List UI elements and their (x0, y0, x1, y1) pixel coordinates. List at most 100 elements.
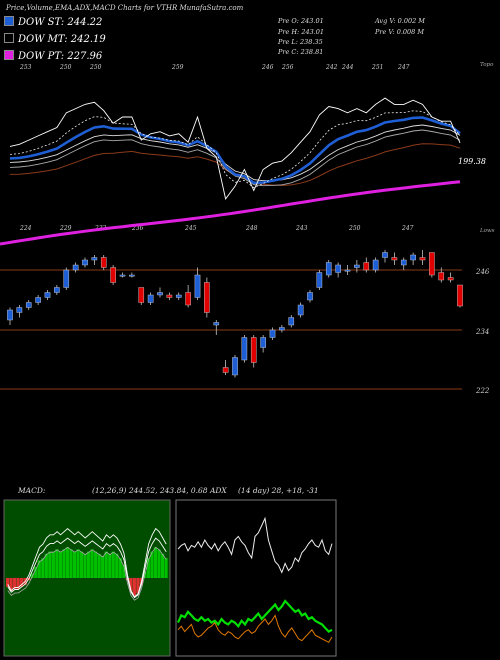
macd-bar (6, 578, 10, 587)
ema-x-label: 247 (397, 64, 410, 71)
candle-body (382, 252, 388, 258)
ema-line-brown (9, 143, 461, 187)
ema-bottom-label: 245 (184, 225, 197, 232)
candle-body (250, 337, 257, 363)
candle-body (166, 294, 173, 298)
candle-body (391, 257, 398, 261)
ema-x-label: 242 (325, 64, 338, 71)
macd-bar (83, 553, 87, 578)
macd-bar (94, 551, 98, 578)
adx-line-orange (177, 614, 333, 644)
macd-bar (65, 547, 70, 578)
candle-body (204, 282, 210, 313)
macd-bar (55, 549, 59, 578)
candle-body (325, 262, 332, 276)
ema-x-label: 251 (371, 64, 383, 71)
price-tick-234: 234 (475, 328, 489, 336)
candle-body (344, 269, 351, 272)
candle-body (222, 367, 229, 373)
candle-body (91, 257, 98, 261)
candle-body (119, 274, 126, 277)
candle-body (363, 262, 370, 271)
ema-bottom-label: 236 (131, 225, 144, 232)
macd-bar (132, 578, 136, 596)
ema-bottom-label: 224 (19, 225, 32, 232)
macd-bar (76, 549, 80, 578)
macd-bar (150, 551, 154, 578)
macd-line (7, 527, 167, 598)
candle-body (447, 277, 454, 281)
macd-signal-line (7, 537, 167, 599)
candle-body (25, 302, 32, 308)
candle-body (147, 294, 154, 303)
macd-bar (79, 551, 84, 578)
stat-pre-volume: Pre V: 0.008 M (375, 28, 425, 36)
candle-panel: 246 234 222 (0, 250, 490, 395)
adx-line-green (177, 599, 333, 633)
ema-x-label: 256 (281, 64, 294, 71)
macd-bar (37, 560, 41, 578)
macd-label: MACD: (17, 486, 46, 495)
candle-body (457, 284, 463, 307)
candle-body (241, 337, 248, 361)
candle-body (438, 272, 445, 281)
macd-bar (48, 551, 52, 578)
ema-bottom-label: 243 (295, 225, 308, 232)
ema-price-line (9, 97, 461, 200)
macd-bar (90, 549, 94, 578)
stat-pre-open: Pre O: 243.01 (278, 17, 324, 25)
macd-bar (101, 556, 105, 578)
ema-line-blue (9, 116, 461, 185)
macd-bar (16, 578, 20, 589)
ema-x-labels: 253 250 250 259 246 256 242 244 251 247 (19, 64, 410, 71)
legend-dow-pt: DOW PT: 227.96 (4, 50, 102, 62)
macd-bar (9, 578, 13, 592)
ema-line-grey-2 (9, 124, 461, 182)
macd-bar (108, 553, 112, 578)
candle-body (400, 259, 407, 266)
macd-panel (3, 499, 171, 657)
adx-panel (175, 499, 337, 657)
macd-bar (97, 553, 101, 578)
ema-x-label: 253 (19, 64, 32, 71)
ema-line-grey (9, 129, 461, 187)
macd-bar (146, 558, 151, 578)
candle-body (335, 264, 341, 273)
candle-body (157, 292, 163, 296)
candle-body (35, 297, 41, 303)
legend-swatch-pink (4, 50, 14, 60)
candle-body (44, 292, 51, 298)
candle-body (129, 274, 135, 277)
price-tick-222: 222 (475, 387, 490, 395)
ema-topo-label: Topo (480, 62, 494, 68)
macd-bar (62, 549, 66, 578)
legend-swatch-blue (4, 16, 14, 26)
adx-params: (14 day) 28, +18, -31 (238, 486, 319, 495)
price-tick-246: 246 (475, 268, 490, 276)
macd-bar (129, 578, 133, 592)
candle-body (138, 287, 145, 303)
page-title: Price,Volume,EMA,ADX,MACD Charts for VTH… (6, 4, 244, 12)
macd-bar (72, 551, 77, 578)
ema-x-label: 246 (261, 64, 274, 71)
candle-body (288, 317, 295, 326)
ema-bottom-label: 247 (401, 225, 414, 232)
ema-panel: Topo 253 250 250 259 246 256 242 244 251 247 224 2… (0, 62, 495, 246)
macd-bar (20, 578, 24, 587)
macd-bar (34, 567, 38, 578)
macd-bar (69, 549, 73, 578)
macd-bar (157, 549, 161, 578)
adx-background (175, 499, 337, 657)
ema-x-label: 259 (171, 64, 184, 71)
macd-bar (136, 578, 140, 594)
macd-bar (153, 547, 158, 578)
macd-line-3 (7, 546, 167, 601)
candle-body (100, 257, 107, 268)
macd-histogram (6, 547, 168, 596)
macd-params: (12,26,9) 244.52, 243.84, 0.68 ADX (92, 486, 227, 495)
candle-body (269, 329, 276, 338)
candle-body (260, 337, 266, 348)
ema-line-dashed (9, 110, 461, 189)
candle-body (185, 292, 191, 306)
macd-bar (41, 558, 45, 578)
